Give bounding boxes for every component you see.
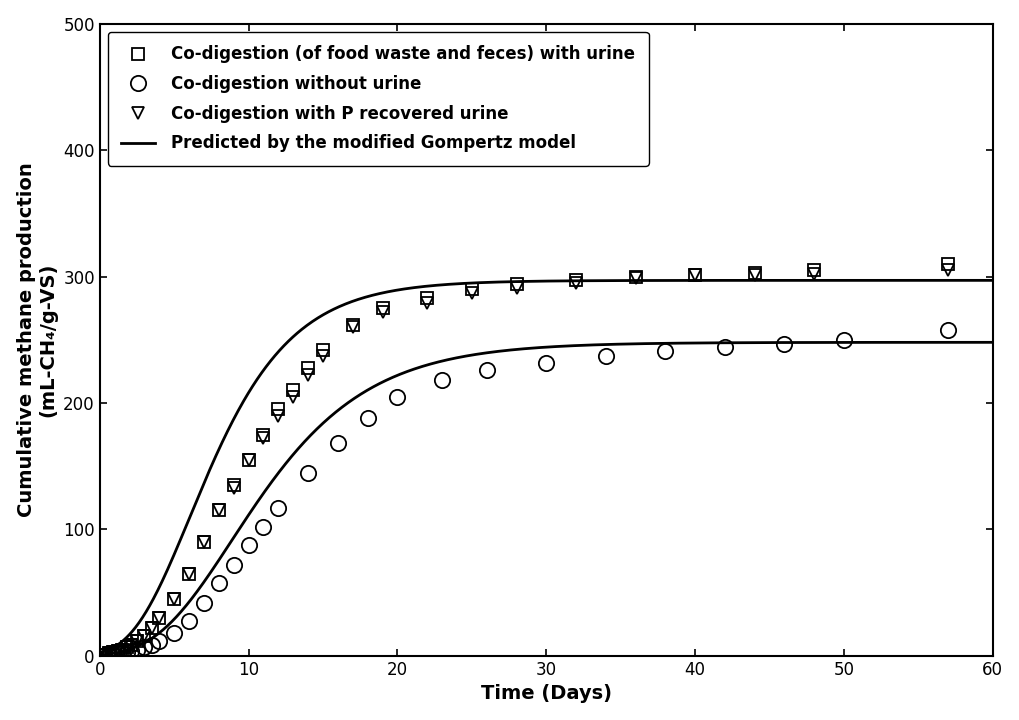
Y-axis label: Cumulative methane production
(mL-CH₄/g-VS): Cumulative methane production (mL-CH₄/g-…: [16, 163, 58, 517]
Legend: Co-digestion (of food waste and feces) with urine, Co-digestion without urine, C: Co-digestion (of food waste and feces) w…: [108, 32, 648, 166]
X-axis label: Time (Days): Time (Days): [480, 684, 611, 703]
